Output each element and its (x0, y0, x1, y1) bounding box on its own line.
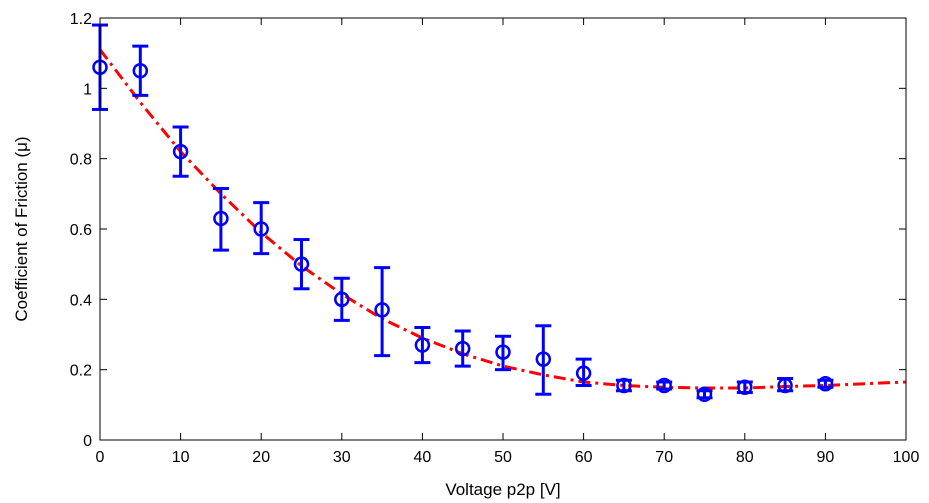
point-marker (172, 143, 189, 160)
point-marker (132, 63, 149, 79)
x-tick-label: 30 (333, 449, 351, 466)
data-point (736, 379, 753, 395)
point-marker (213, 210, 229, 227)
point-marker (817, 375, 834, 392)
x-tick-label: 50 (494, 449, 512, 466)
y-tick-label: 0.4 (70, 292, 92, 309)
point-marker (454, 340, 471, 357)
data-point (293, 238, 310, 291)
x-tick-label: 40 (414, 449, 432, 466)
ticks-layer: 0 10 20 30 40 50 60 70 80 90 100 0 0.2 0.4 0.6 0.8 1 1.2 (70, 11, 920, 466)
x-axis-label: Voltage p2p [V] (445, 480, 560, 499)
x-tick-label: 10 (172, 449, 190, 466)
fit-curve-layer (98, 48, 907, 390)
point-marker (696, 386, 713, 403)
y-tick-label: 0.8 (70, 152, 92, 169)
point-marker (737, 379, 753, 395)
x-tick-label: 90 (817, 449, 835, 466)
fit-curve-line (98, 48, 907, 390)
data-point (535, 324, 552, 396)
data-point (615, 377, 632, 394)
x-tick-label: 80 (736, 449, 754, 466)
y-tick-label: 1.2 (70, 11, 92, 28)
point-marker (495, 344, 511, 360)
data-point (132, 44, 149, 97)
y-tick-label: 0.6 (70, 222, 92, 239)
x-tick-label: 0 (96, 449, 105, 466)
data-point (454, 329, 471, 368)
y-axis-label: Coefficient of Friction (μ) (12, 136, 31, 321)
point-marker (777, 377, 793, 394)
data-point (172, 125, 189, 178)
data-point (575, 357, 592, 387)
data-point (817, 375, 834, 392)
data-point (696, 386, 713, 403)
data-point (495, 334, 511, 372)
data-point (212, 187, 229, 252)
y-tick-label: 0.2 (70, 363, 92, 380)
data-point (777, 376, 794, 394)
point-marker (374, 302, 390, 318)
point-marker (656, 377, 672, 394)
point-marker (253, 221, 269, 237)
x-tick-label: 20 (252, 449, 270, 466)
data-point (656, 377, 673, 394)
point-marker (414, 337, 431, 353)
y-tick-label: 0 (83, 433, 92, 450)
point-marker (334, 291, 350, 308)
data-points-layer (92, 23, 834, 403)
y-tick-label: 1 (83, 81, 92, 98)
x-tick-label: 100 (893, 449, 920, 466)
x-tick-label: 70 (655, 449, 673, 466)
point-marker (535, 351, 552, 367)
data-point (374, 266, 391, 358)
point-marker (293, 256, 310, 272)
data-point (414, 325, 431, 365)
x-tick-label: 60 (575, 449, 593, 466)
data-point (333, 276, 350, 322)
data-point (253, 201, 270, 256)
point-marker (575, 365, 592, 381)
point-marker (616, 377, 632, 394)
